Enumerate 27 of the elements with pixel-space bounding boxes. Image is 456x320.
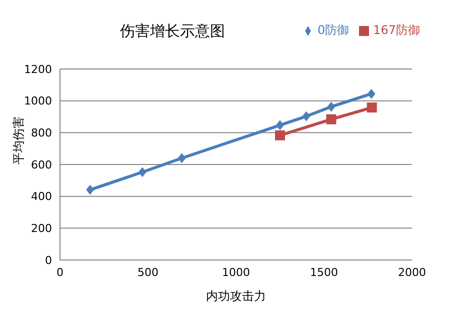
x-tick-label: 1000 [222, 266, 250, 279]
y-tick-label: 400 [31, 190, 52, 204]
legend-label: 167防御 [373, 23, 420, 37]
x-tick-label: 2000 [398, 266, 426, 279]
y-tick-label: 200 [31, 222, 52, 236]
y-tick-label: 1200 [24, 62, 52, 76]
x-tick-label: 1500 [310, 266, 338, 279]
point [326, 114, 336, 124]
point [302, 111, 310, 122]
point [138, 167, 146, 178]
point [86, 184, 94, 195]
x-tick-label: 500 [138, 266, 158, 279]
x-axis-title: 内功攻击力 [206, 289, 266, 303]
y-tick-label: 1000 [24, 94, 52, 108]
point [275, 130, 285, 140]
y-tick-label: 800 [31, 126, 52, 140]
chart-title: 伤害增长示意图 [120, 22, 225, 41]
point [367, 88, 376, 99]
y-tick-label: 0 [45, 254, 52, 267]
y-tick-label: 600 [31, 158, 52, 172]
point [276, 120, 284, 130]
y-axis-title: 平均伤害 [11, 116, 26, 164]
legend-label: 0防御 [317, 23, 350, 37]
point [366, 102, 377, 113]
point [178, 153, 186, 164]
x-tick-label: 0 [56, 266, 64, 279]
point [327, 102, 336, 112]
